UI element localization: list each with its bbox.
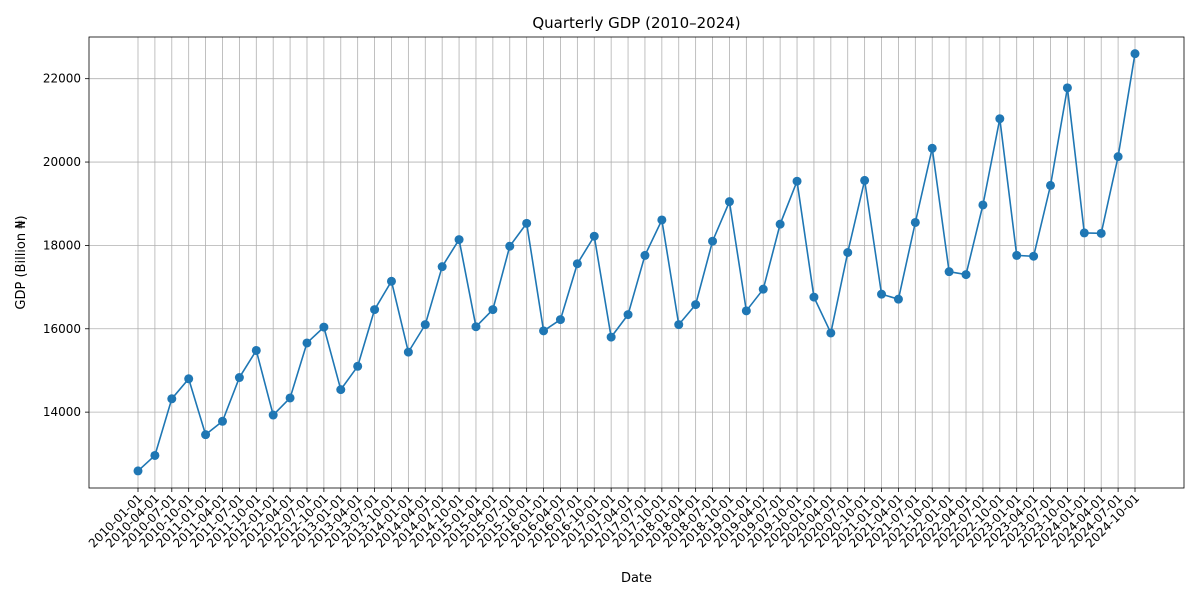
data-point bbox=[961, 270, 971, 280]
data-point bbox=[488, 305, 498, 315]
data-point bbox=[1046, 180, 1056, 190]
data-point bbox=[539, 326, 549, 336]
data-point bbox=[1079, 228, 1089, 238]
data-point bbox=[505, 241, 515, 251]
data-point bbox=[336, 385, 346, 395]
data-point bbox=[217, 416, 227, 426]
data-point bbox=[589, 231, 599, 241]
series-gdp bbox=[133, 49, 1140, 476]
data-point bbox=[843, 247, 853, 257]
data-point bbox=[826, 328, 836, 338]
axis-ticks: 14000160001800020000220002010-01-012010-… bbox=[43, 72, 1142, 551]
data-point bbox=[708, 236, 718, 246]
data-point bbox=[268, 410, 278, 420]
data-point bbox=[522, 218, 532, 228]
data-point bbox=[251, 345, 261, 355]
data-point bbox=[572, 259, 582, 269]
data-point bbox=[978, 200, 988, 210]
data-point bbox=[133, 466, 143, 476]
y-tick-label: 20000 bbox=[43, 155, 81, 169]
data-point bbox=[927, 143, 937, 153]
data-point bbox=[775, 219, 785, 229]
data-point bbox=[910, 217, 920, 227]
series-line bbox=[137, 53, 1136, 472]
data-point bbox=[454, 235, 464, 245]
data-point bbox=[724, 197, 734, 207]
data-point bbox=[386, 276, 396, 286]
data-point bbox=[877, 289, 887, 299]
data-point bbox=[657, 215, 667, 225]
data-point bbox=[555, 315, 565, 325]
data-point bbox=[319, 322, 329, 332]
data-point bbox=[1062, 83, 1072, 93]
y-axis-label: GDP (Billion ₦) bbox=[14, 215, 29, 309]
data-point bbox=[792, 176, 802, 186]
data-point bbox=[674, 320, 684, 330]
data-point bbox=[201, 430, 211, 440]
data-point bbox=[403, 347, 413, 357]
y-tick-label: 16000 bbox=[43, 322, 81, 336]
data-point bbox=[1130, 49, 1140, 59]
data-point bbox=[860, 175, 870, 185]
data-point bbox=[150, 450, 160, 460]
data-point bbox=[437, 262, 447, 272]
y-tick-label: 22000 bbox=[43, 72, 81, 86]
data-point bbox=[758, 284, 768, 294]
data-point bbox=[285, 393, 295, 403]
data-point bbox=[606, 332, 616, 342]
data-point bbox=[623, 310, 633, 320]
data-point bbox=[1113, 152, 1123, 162]
data-point bbox=[353, 361, 363, 371]
data-point bbox=[995, 114, 1005, 124]
data-point bbox=[640, 250, 650, 260]
data-point bbox=[184, 374, 194, 384]
data-point bbox=[302, 338, 312, 348]
grid-lines bbox=[89, 37, 1184, 488]
data-point bbox=[1096, 228, 1106, 238]
data-point bbox=[893, 294, 903, 304]
data-point bbox=[809, 292, 819, 302]
y-tick-label: 18000 bbox=[43, 238, 81, 252]
chart-title: Quarterly GDP (2010–2024) bbox=[532, 14, 740, 32]
data-point bbox=[234, 373, 244, 383]
data-point bbox=[741, 306, 751, 316]
data-point bbox=[944, 267, 954, 277]
data-point bbox=[1012, 250, 1022, 260]
y-tick-label: 14000 bbox=[43, 405, 81, 419]
data-point bbox=[167, 394, 177, 404]
data-point bbox=[471, 322, 481, 332]
x-axis-label: Date bbox=[621, 571, 652, 586]
data-point bbox=[1029, 251, 1039, 261]
data-point bbox=[420, 320, 430, 330]
plot-area-frame bbox=[88, 36, 1185, 489]
data-point bbox=[370, 305, 380, 315]
data-point bbox=[691, 300, 701, 310]
